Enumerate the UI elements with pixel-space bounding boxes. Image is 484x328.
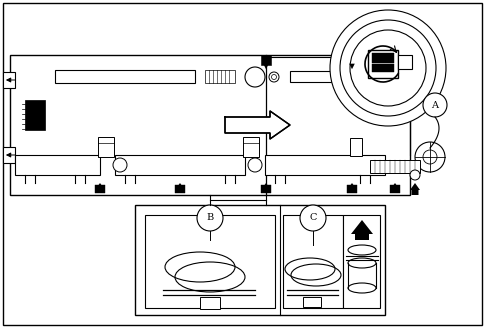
Circle shape: [300, 205, 325, 231]
Text: B: B: [206, 214, 213, 222]
Bar: [25, 100, 45, 130]
Bar: [389, 185, 399, 193]
Circle shape: [354, 72, 364, 82]
Text: A: A: [431, 100, 438, 110]
FancyArrow shape: [175, 183, 184, 193]
Circle shape: [329, 10, 445, 126]
Bar: [242, 137, 258, 157]
Bar: [397, 55, 411, 69]
FancyArrow shape: [350, 220, 372, 240]
FancyArrow shape: [389, 183, 399, 193]
Bar: [205, 70, 235, 83]
Polygon shape: [225, 111, 289, 139]
Bar: [15, 155, 100, 175]
Bar: [264, 155, 384, 175]
Circle shape: [339, 20, 435, 116]
FancyArrow shape: [260, 183, 271, 193]
Bar: [145, 215, 274, 308]
FancyArrow shape: [409, 183, 419, 195]
Bar: [115, 155, 244, 175]
Bar: [346, 185, 356, 193]
Circle shape: [414, 142, 444, 172]
Bar: [98, 137, 114, 157]
Circle shape: [271, 74, 276, 79]
Bar: [349, 138, 361, 156]
Circle shape: [349, 30, 425, 106]
Bar: [3, 72, 15, 88]
Bar: [369, 160, 419, 173]
Bar: [289, 71, 344, 82]
Circle shape: [247, 158, 261, 172]
Circle shape: [113, 158, 127, 172]
Bar: [371, 64, 393, 72]
Bar: [283, 215, 342, 308]
Bar: [371, 53, 393, 63]
Bar: [260, 185, 271, 193]
Bar: [10, 55, 409, 195]
Circle shape: [197, 205, 223, 231]
Text: C: C: [309, 214, 316, 222]
Circle shape: [409, 170, 419, 180]
FancyArrow shape: [346, 183, 356, 193]
Bar: [135, 205, 384, 315]
Bar: [346, 55, 356, 65]
Bar: [302, 297, 320, 307]
Bar: [260, 55, 271, 65]
Circle shape: [244, 67, 264, 87]
Bar: [175, 185, 184, 193]
Bar: [95, 185, 105, 193]
Bar: [199, 297, 220, 309]
FancyArrow shape: [95, 183, 105, 193]
Circle shape: [422, 150, 436, 164]
Circle shape: [422, 93, 446, 117]
Bar: [55, 70, 195, 83]
Bar: [342, 215, 379, 308]
Bar: [367, 50, 397, 78]
Bar: [3, 147, 15, 163]
Circle shape: [269, 72, 278, 82]
